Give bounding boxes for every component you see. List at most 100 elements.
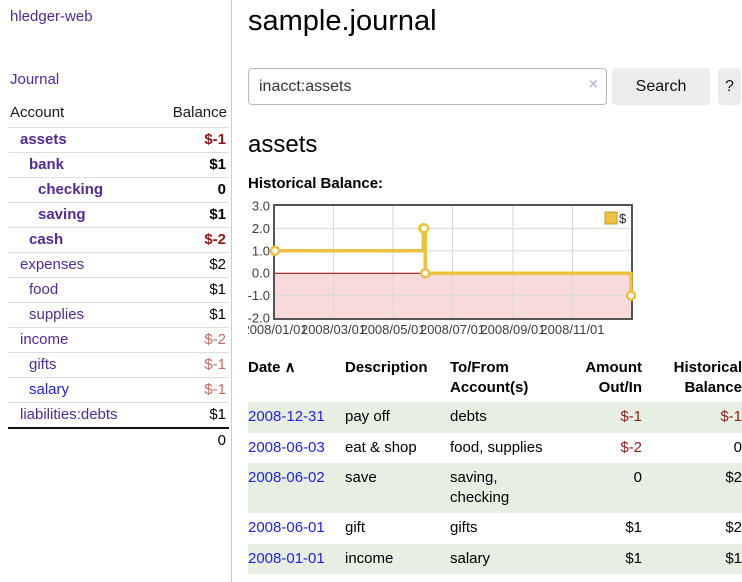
account-link-food[interactable]: food <box>29 281 59 298</box>
account-link-cash[interactable]: cash <box>29 231 64 248</box>
y-axis-tick-label: 2.0 <box>252 221 270 236</box>
account-page-title: assets <box>248 131 318 159</box>
account-column-header: Account <box>10 104 65 121</box>
x-axis-tick-label: 2008/09/01 <box>480 322 545 337</box>
transaction-description: pay off <box>345 408 390 426</box>
register-column-header-to-from-account-s-[interactable]: To/From Account(s) <box>450 359 529 396</box>
account-link-liabilities-debts[interactable]: liabilities:debts <box>20 406 118 423</box>
x-axis-tick-label: 2008/11/01 <box>540 322 604 337</box>
account-row: bank $1 <box>8 152 229 177</box>
account-balance: $1 <box>209 406 226 423</box>
historical-balance-chart: 3.0 2.0 1.0 0.0 -1.0 -2.0 2008/01/01 2008/03/01… <box>242 199 742 346</box>
register-column-header-amount-out-in[interactable]: Amount Out/In <box>585 359 642 396</box>
transaction-accounts: saving, checking <box>450 469 510 506</box>
transaction-amount: $-1 <box>620 408 642 426</box>
transaction-accounts: salary <box>450 549 491 567</box>
transaction-balance: 0 <box>733 438 742 456</box>
sidebar: hledger-web Journal Account Balance asse… <box>0 0 232 582</box>
account-row: supplies $1 <box>8 302 229 327</box>
account-balance: $1 <box>209 306 226 323</box>
x-axis-tick-label: 2008/05/01 <box>360 322 425 337</box>
account-link-bank[interactable]: bank <box>29 156 65 173</box>
account-link-saving[interactable]: saving <box>38 206 86 223</box>
account-row: saving $1 <box>8 202 229 227</box>
main-content: sample.journal × Search ? assets Histori… <box>242 0 742 575</box>
account-row: checking 0 <box>8 177 229 202</box>
register-row: 2008-06-02 save saving, checking 0 $2 <box>248 463 742 514</box>
transaction-description: gift <box>345 519 366 537</box>
register-row: 2008-01-01 income salary $1 $1 <box>248 543 742 575</box>
legend-swatch-icon <box>604 211 618 225</box>
sidebar-item-journal[interactable]: Journal <box>10 71 60 88</box>
y-axis-tick-label: 1.0 <box>252 244 270 259</box>
transaction-amount: $1 <box>625 519 642 537</box>
register-column-header-description[interactable]: Description <box>345 359 428 377</box>
transaction-accounts: food, supplies <box>450 438 543 456</box>
account-link-assets[interactable]: assets <box>20 131 67 148</box>
account-link-income[interactable]: income <box>20 331 69 348</box>
register-row: 2008-12-31 pay off debts $-1 $-1 <box>248 402 742 433</box>
account-link-checking[interactable]: checking <box>38 181 104 198</box>
clear-search-icon[interactable]: × <box>588 76 598 94</box>
account-link-gifts[interactable]: gifts <box>29 356 57 373</box>
y-axis-tick-label: -1.0 <box>248 288 270 303</box>
account-balance: $2 <box>209 256 226 273</box>
account-row: salary $-1 <box>8 377 229 402</box>
account-balance: $-2 <box>204 331 226 348</box>
transaction-balance: $2 <box>725 469 742 487</box>
transaction-date-link[interactable]: 2008-12-31 <box>248 408 325 426</box>
accounts-total-balance: 0 <box>8 427 229 453</box>
page-title: sample.journal <box>248 5 437 37</box>
transaction-balance: $-1 <box>720 408 742 426</box>
search-button[interactable]: Search <box>612 68 710 106</box>
account-balance: $-2 <box>204 231 226 248</box>
account-row: cash $-2 <box>8 227 229 252</box>
register-table: Date ∧ Description To/From Account(s) Amoun… <box>248 356 742 575</box>
balance-column-header: Balance <box>172 104 227 121</box>
transaction-date-link[interactable]: 2008-06-02 <box>248 469 325 487</box>
transaction-description: eat & shop <box>345 438 417 456</box>
y-axis-tick-label: 0.0 <box>252 266 270 281</box>
x-axis-tick-label: 2008/03/01 <box>301 322 366 337</box>
account-balance: $-1 <box>204 356 226 373</box>
transaction-accounts: gifts <box>450 519 478 537</box>
app-brand-link[interactable]: hledger-web <box>10 8 93 25</box>
help-button[interactable]: ? <box>718 68 741 106</box>
legend-label: $ <box>619 211 627 226</box>
account-balance: $-1 <box>204 131 226 148</box>
transaction-balance: $2 <box>725 519 742 537</box>
transaction-date-link[interactable]: 2008-06-01 <box>248 519 325 537</box>
balance-chart-canvas: 3.0 2.0 1.0 0.0 -1.0 -2.02008/01/012008/03/01… <box>242 199 637 337</box>
account-row: food $1 <box>8 277 229 302</box>
register-column-header-date[interactable]: Date ∧ <box>248 359 296 377</box>
y-axis-tick-label: -2.0 <box>248 311 270 326</box>
account-balance: $1 <box>209 156 226 173</box>
account-balance: $-1 <box>204 381 226 398</box>
transaction-amount: 0 <box>633 469 642 487</box>
account-row: gifts $-1 <box>8 352 229 377</box>
account-row: income $-2 <box>8 327 229 352</box>
search-input[interactable] <box>248 68 607 106</box>
account-row: assets $-1 <box>8 127 229 152</box>
accounts-table-header: Account Balance <box>8 100 229 127</box>
register-row: 2008-06-01 gift gifts $1 $2 <box>248 513 742 544</box>
register-column-header-historical-balance[interactable]: Historical Balance <box>673 359 742 396</box>
transaction-date-link[interactable]: 2008-06-03 <box>248 438 325 456</box>
account-link-salary[interactable]: salary <box>29 381 70 398</box>
account-row: expenses $2 <box>8 252 229 277</box>
account-balance: 0 <box>217 181 226 198</box>
account-link-expenses[interactable]: expenses <box>20 256 85 273</box>
x-axis-tick-label: 2008/01/01 <box>248 322 308 337</box>
account-row: liabilities:debts $1 <box>8 402 229 427</box>
register-row: 2008-06-03 eat & shop food, supplies $-2 0 <box>248 433 742 464</box>
transaction-amount: $-2 <box>620 438 642 456</box>
account-balance: $1 <box>209 281 226 298</box>
transaction-balance: $1 <box>725 549 742 567</box>
account-link-supplies[interactable]: supplies <box>29 306 85 323</box>
account-balance: $1 <box>209 206 226 223</box>
transaction-date-link[interactable]: 2008-01-01 <box>248 549 325 567</box>
chart-title: Historical Balance: <box>248 175 384 193</box>
sort-ascending-icon: ∧ <box>280 359 296 377</box>
transaction-description: save <box>345 469 377 487</box>
search-bar: × Search ? <box>248 68 742 106</box>
